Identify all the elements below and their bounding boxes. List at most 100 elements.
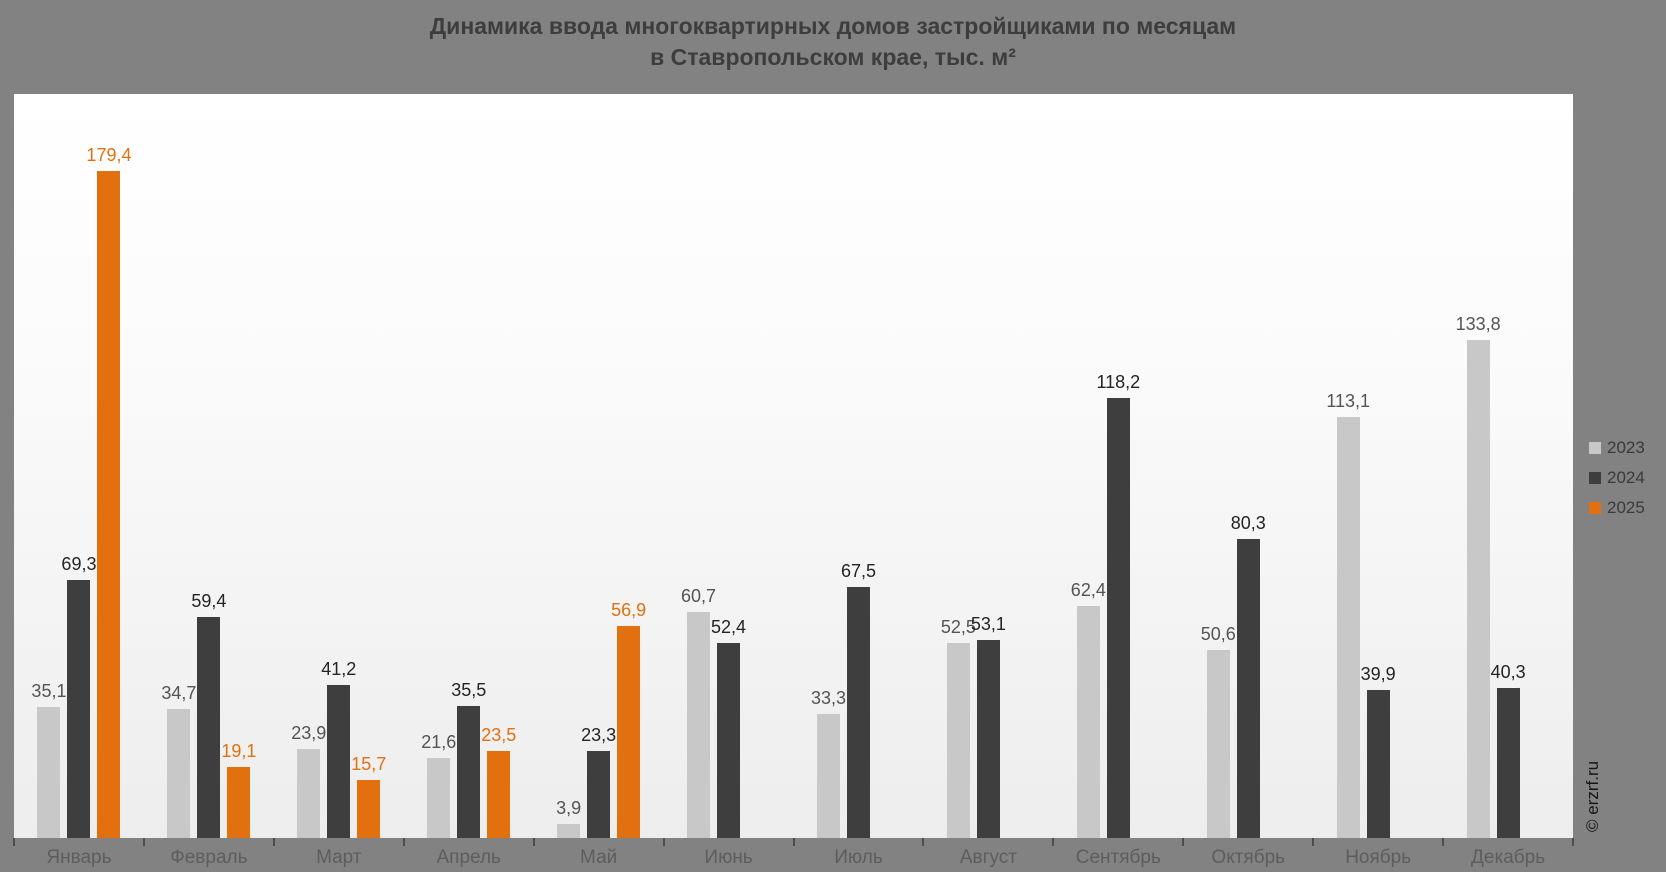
chart-title: Динамика ввода многоквартирных домов зас… <box>0 11 1666 73</box>
bar-2025: 19,1 <box>221 741 256 838</box>
bar-slot-2024: 118,2 <box>1096 372 1140 838</box>
x-axis-label-1: Январь <box>46 847 112 868</box>
bar-2024: 52,4 <box>711 617 746 838</box>
bar-value-label: 56,9 <box>611 600 647 621</box>
bar-2024: 23,3 <box>581 725 616 838</box>
x-axis-tick <box>13 838 15 846</box>
bar-2025: 179,4 <box>86 145 131 838</box>
x-axis-label-8: Август <box>959 847 1017 868</box>
bar-value-label: 53,1 <box>970 614 1006 635</box>
bar-slot-2023: 113,1 <box>1326 391 1370 838</box>
bar-2023: 35,1 <box>31 681 66 838</box>
bar-slot-2024: 53,1 <box>971 614 1006 838</box>
bar-slot-2024: 23,3 <box>581 725 616 838</box>
bar-value-label: 41,2 <box>321 658 357 679</box>
legend-item-2025: 2025 <box>1589 493 1645 523</box>
bar-value-label: 23,3 <box>581 725 617 746</box>
bar-slots: 34,7 59,4 19,1 <box>161 591 256 838</box>
legend-swatch-icon <box>1589 472 1601 484</box>
bar-group-4: 21,6 35,5 23,5 <box>404 94 534 838</box>
bar-value-label: 3,9 <box>556 797 582 818</box>
bar-2025: 23,5 <box>481 725 516 838</box>
bar-slot-2023: 33,3 <box>811 688 846 838</box>
bar-group-2: 34,7 59,4 19,1 <box>144 94 274 838</box>
bar-slots: 50,6 80,3 <box>1201 513 1293 838</box>
bar-2024: 39,9 <box>1361 664 1396 838</box>
x-axis-tick <box>922 838 925 846</box>
bar-slot-2023: 21,6 <box>421 732 456 838</box>
bar-2024: 53,1 <box>971 614 1006 838</box>
bar-value-label: 33,3 <box>810 688 847 709</box>
bar-slots: 52,5 53,1 <box>941 614 1033 838</box>
x-axis-tick <box>1442 838 1445 846</box>
bar-2023: 34,7 <box>161 683 196 838</box>
bar-slots: 23,9 41,2 15,7 <box>291 659 386 838</box>
bar-2023: 33,3 <box>811 688 846 838</box>
bar-slot-2025: 15,7 <box>351 754 386 838</box>
x-axis-tick <box>662 838 665 846</box>
bar-slot-2024: 40,3 <box>1491 662 1526 838</box>
bar-value-label: 34,7 <box>161 682 197 703</box>
bar-slot-2024: 59,4 <box>191 591 226 838</box>
bar-group-3: 23,9 41,2 15,7 <box>274 94 404 838</box>
bar-slots: 3,9 23,3 56,9 <box>554 600 646 838</box>
x-axis-label-7: Июль <box>834 847 883 868</box>
bar-slots: 113,1 39,9 <box>1326 391 1423 838</box>
x-axis-label-11: Ноябрь <box>1345 847 1412 868</box>
bar-group-10: 50,6 80,3 <box>1183 94 1313 838</box>
x-axis-tick <box>1572 838 1574 846</box>
bar-value-label: 118,2 <box>1096 372 1141 393</box>
bar-value-label: 50,6 <box>1200 623 1236 644</box>
bar-value-label: 52,5 <box>940 616 976 637</box>
bar-2024: 80,3 <box>1231 513 1266 838</box>
bar-2023: 113,1 <box>1326 391 1370 838</box>
bar-slots: 62,4 118,2 <box>1071 372 1163 838</box>
bar-group-5: 3,9 23,3 56,9 <box>534 94 664 838</box>
bar-slot-2023: 60,7 <box>681 586 716 838</box>
bar-2025: 15,7 <box>351 754 386 838</box>
legend-swatch-icon <box>1589 442 1601 454</box>
bar-2023: 50,6 <box>1201 624 1236 838</box>
legend-label: 2024 <box>1607 468 1645 487</box>
x-axis-tick <box>272 838 275 846</box>
bar-value-label: 23,5 <box>481 724 517 745</box>
bar-2024: 40,3 <box>1491 662 1526 838</box>
bar-slot-2025: 56,9 <box>611 600 646 838</box>
bar-value-label: 80,3 <box>1230 513 1266 534</box>
bar-2023: 52,5 <box>941 617 976 838</box>
bar-slot-2025: 179,4 <box>86 145 131 838</box>
x-axis-label-5: Май <box>580 847 618 868</box>
bar-group-7: 33,3 67,5 <box>794 94 924 838</box>
legend-label: 2025 <box>1607 498 1645 517</box>
bar-slot-2023: 3,9 <box>554 798 584 838</box>
x-axis-tick <box>1052 838 1055 846</box>
bar-2023: 133,8 <box>1456 314 1501 838</box>
bar-group-9: 62,4 118,2 <box>1053 94 1183 838</box>
bar-value-label: 67,5 <box>840 560 877 581</box>
bar-slot-2023: 23,9 <box>291 723 326 838</box>
bar-2023: 23,9 <box>291 723 326 838</box>
bar-slot-2024: 67,5 <box>841 561 876 838</box>
bar-slot-2023: 133,8 <box>1456 314 1501 838</box>
plot-area: 35,1 69,3 179,4 34,7 59,4 19,1 23,9 41,2 15,7 21,… <box>14 94 1573 838</box>
bar-slot-2024: 80,3 <box>1231 513 1266 838</box>
bar-value-label: 60,7 <box>681 586 717 607</box>
bar-slots: 21,6 35,5 23,5 <box>421 680 516 838</box>
chart-title-line1: Динамика ввода многоквартирных домов зас… <box>429 13 1237 39</box>
x-axis-tick <box>402 838 405 846</box>
bar-slot-2023: 62,4 <box>1071 580 1106 838</box>
x-axis-label-3: Март <box>316 847 362 868</box>
bar-2023: 60,7 <box>681 586 716 838</box>
x-axis-label-6: Июнь <box>704 847 753 868</box>
bar-2024: 41,2 <box>321 659 356 838</box>
bar-group-1: 35,1 69,3 179,4 <box>14 94 144 838</box>
x-axis-tick <box>1312 838 1315 846</box>
bar-value-label: 39,9 <box>1360 663 1396 684</box>
x-axis-label-4: Апрель <box>436 847 501 868</box>
x-axis-tick <box>792 838 795 846</box>
bar-value-label: 21,6 <box>421 731 457 752</box>
bar-group-8: 52,5 53,1 <box>923 94 1053 838</box>
bar-2024: 67,5 <box>841 561 876 838</box>
bar-value-label: 62,4 <box>1070 579 1106 600</box>
bar-2023: 3,9 <box>556 798 581 838</box>
